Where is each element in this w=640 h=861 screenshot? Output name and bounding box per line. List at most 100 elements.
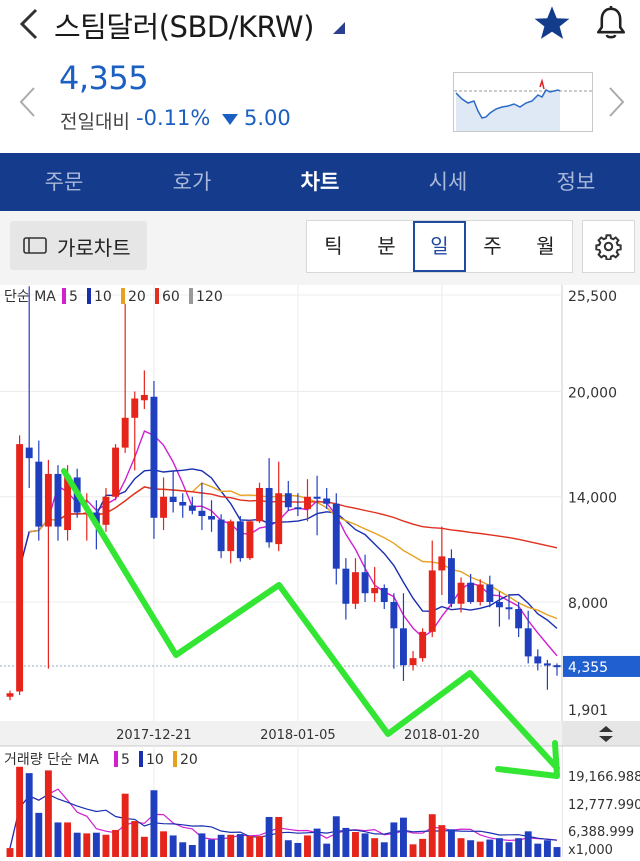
ma-legend-swatch <box>87 288 91 304</box>
chart-toolbar: 가로차트 틱 분 일 주 월 <box>0 211 640 285</box>
candle-body <box>371 587 379 594</box>
volume-ma-5-line <box>9 788 558 849</box>
volume-bar <box>198 833 206 857</box>
candle-body <box>150 396 158 518</box>
volume-legend-swatch <box>173 751 177 767</box>
gear-icon <box>595 234 622 260</box>
candle-body <box>524 628 532 657</box>
market-dropdown-icon[interactable] <box>333 22 345 34</box>
tab-orderbook[interactable]: 호가 <box>172 170 212 194</box>
candle-body <box>438 556 446 571</box>
candle-body <box>265 487 273 543</box>
volume-bar <box>236 834 244 857</box>
volume-tick-label: 12,777.990 <box>568 798 640 813</box>
volume-tick-label: 6,388.999 <box>568 825 634 840</box>
period-month[interactable]: 월 <box>536 234 555 258</box>
candle-body <box>476 584 484 603</box>
volume-bar <box>35 812 43 857</box>
volume-bar <box>457 838 465 857</box>
volume-bar <box>73 832 81 857</box>
volume-bar <box>524 831 532 857</box>
change-percent: -0.11% <box>136 106 211 130</box>
volume-bar <box>265 816 273 857</box>
back-arrow-icon[interactable] <box>16 6 46 42</box>
volume-bar <box>284 840 292 857</box>
period-day[interactable]: 일 <box>413 221 466 272</box>
change-label: 전일대비 <box>60 111 130 133</box>
volume-legend-item: 5 <box>121 752 130 768</box>
volume-bar <box>16 766 24 857</box>
period-week[interactable]: 주 <box>483 234 502 258</box>
chart-area[interactable]: 25,500 20,000 14,000 8,000 1,901 2017-12-21 20… <box>0 285 640 858</box>
tab-info[interactable]: 정보 <box>556 170 596 194</box>
candle-body <box>447 558 455 604</box>
volume-bar <box>409 844 417 857</box>
candle-body <box>553 665 561 668</box>
ma-legend-swatch <box>121 288 125 304</box>
candle-body <box>361 572 369 594</box>
x-tick-label: 2018-01-20 <box>404 728 480 743</box>
candle-body <box>54 473 62 527</box>
candle-body <box>428 570 436 632</box>
tab-market-price[interactable]: 시세 <box>428 170 468 194</box>
tab-order[interactable]: 주문 <box>44 170 84 194</box>
volume-bar <box>543 840 551 857</box>
volume-bar <box>83 833 91 857</box>
candle-body <box>208 516 215 520</box>
candle-body <box>256 487 263 522</box>
volume-bar <box>44 770 52 857</box>
favorite-star-icon[interactable] <box>533 4 571 42</box>
y-tick-label: 8,000 <box>568 596 608 612</box>
candle-body <box>304 496 311 510</box>
landscape-chart-button[interactable]: 가로차트 <box>10 221 147 270</box>
change-value: 5.00 <box>244 106 291 130</box>
market-title[interactable]: 스팀달러(SBD/KRW) <box>54 10 314 44</box>
period-tick[interactable]: 틱 <box>324 234 343 258</box>
volume-bar <box>342 827 350 857</box>
volume-legend-swatch <box>114 751 118 767</box>
volume-bar <box>246 836 254 857</box>
volume-bar <box>131 821 139 857</box>
volume-tick-label: x1,000 <box>568 843 613 857</box>
candle-body <box>486 584 494 603</box>
volume-bar <box>188 845 196 857</box>
ma-10-line <box>18 468 558 629</box>
candle-body <box>380 587 388 603</box>
candle-body <box>16 444 24 692</box>
chart-settings-button[interactable] <box>582 220 635 273</box>
current-price: 4,355 <box>59 59 149 97</box>
volume-legend-item: 20 <box>180 752 198 768</box>
y-tick-label: 14,000 <box>568 491 617 507</box>
volume-bar <box>25 773 33 857</box>
volume-bar <box>467 840 475 857</box>
x-tick-label: 2018-01-05 <box>260 728 336 743</box>
notification-bell-icon[interactable] <box>594 4 628 42</box>
candle-body <box>179 502 187 506</box>
volume-bar <box>390 822 398 857</box>
prev-market-icon[interactable] <box>16 85 40 119</box>
volume-bar <box>275 816 283 857</box>
app-header: 스팀달러(SBD/KRW) <box>0 0 640 50</box>
candle-body <box>294 507 302 510</box>
ma-legend-item: 120 <box>196 289 223 305</box>
candle-body <box>409 658 417 666</box>
volume-bar <box>371 838 379 857</box>
y-tick-label: 25,500 <box>568 289 617 305</box>
next-market-icon[interactable] <box>604 85 628 119</box>
x-tick-label: 2017-12-21 <box>116 728 192 743</box>
candle-body <box>323 498 331 504</box>
candlestick-chart[interactable]: 25,500 20,000 14,000 8,000 1,901 2017-12-21 20… <box>0 285 640 858</box>
volume-bar <box>6 848 14 857</box>
candle-body <box>44 473 52 527</box>
candle-body <box>467 582 475 603</box>
ma-legend-swatch <box>62 288 66 304</box>
tab-chart[interactable]: 차트 <box>300 170 340 194</box>
ma-legend-item: 10 <box>94 289 112 305</box>
mini-price-chart[interactable] <box>453 72 593 132</box>
volume-bar <box>447 829 455 857</box>
period-minute[interactable]: 분 <box>377 234 396 258</box>
volume-bar <box>112 829 120 857</box>
chart-resize-handle[interactable] <box>599 726 613 742</box>
current-price-badge <box>563 655 640 677</box>
period-selector: 틱 분 일 주 월 <box>306 220 573 273</box>
